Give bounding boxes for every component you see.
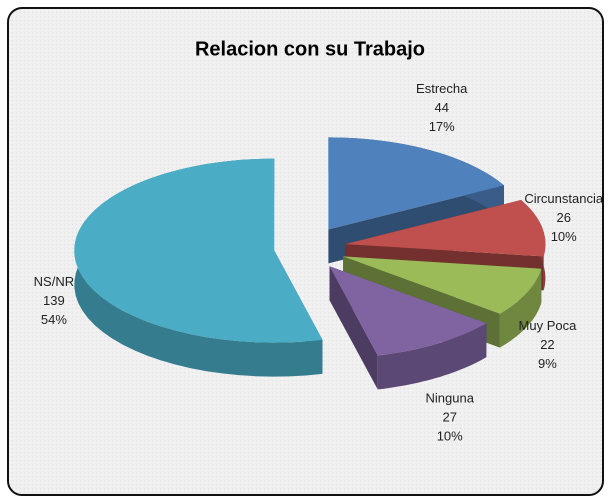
- slice: [329, 266, 487, 356]
- slice-value: 27: [442, 410, 456, 425]
- slice: [343, 256, 542, 314]
- slice-label: Circunstancia: [524, 191, 604, 206]
- slice: [74, 158, 323, 343]
- slice-side: [377, 323, 487, 390]
- slice: [328, 137, 504, 230]
- slice-percent: 9%: [538, 356, 557, 371]
- slice-value: 22: [540, 337, 554, 352]
- slice-percent: 10%: [551, 229, 577, 244]
- slice-percent: 54%: [41, 312, 67, 327]
- slice-label: NS/NR: [34, 274, 74, 289]
- chart-area: [7, 7, 604, 496]
- slice-side: [499, 268, 542, 348]
- slice-side: [329, 266, 378, 390]
- slice-value: 26: [556, 210, 570, 225]
- slice: [345, 200, 546, 257]
- slice-label: Ninguna: [426, 391, 475, 406]
- slice-percent: 17%: [429, 119, 455, 134]
- slice-value: 139: [43, 293, 65, 308]
- slice-percent: 10%: [437, 429, 463, 444]
- slice-label: Muy Poca: [519, 318, 578, 333]
- slice-value: 44: [434, 100, 448, 115]
- chart-title: Relacion con su Trabajo: [195, 38, 425, 60]
- slice-label: Estrecha: [416, 81, 468, 96]
